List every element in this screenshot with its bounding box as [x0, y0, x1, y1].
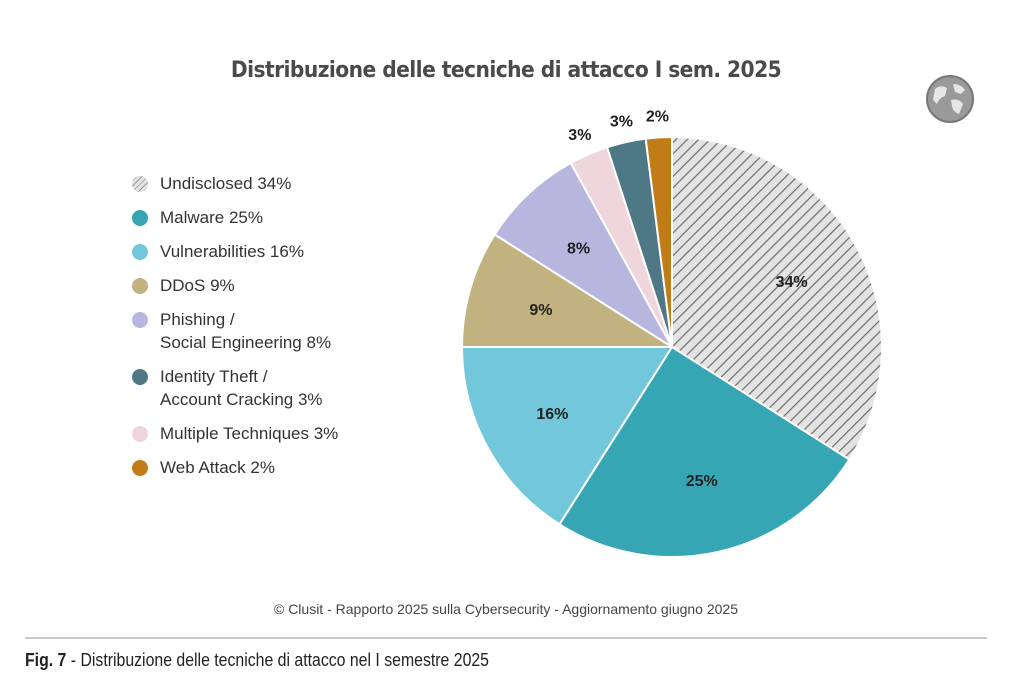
pie-slice	[460, 346, 674, 526]
pie-slice	[558, 345, 851, 558]
legend-item: Identity Theft / Account Cracking 3%	[132, 365, 338, 411]
legend-swatch	[132, 210, 148, 226]
legend-item: Web Attack 2%	[132, 456, 338, 479]
legend-swatch	[132, 278, 148, 294]
slice-data-label: 8%	[567, 240, 590, 257]
chart-legend: Undisclosed 34% Malware 25% Vulnerabilitie…	[132, 172, 338, 490]
slice-data-label: 9%	[529, 302, 552, 319]
legend-label: Identity Theft / Account Cracking 3%	[160, 367, 323, 409]
legend-label: Malware 25%	[160, 208, 263, 227]
legend-label: Phishing / Social Engineering 8%	[160, 310, 332, 352]
legend-item: DDoS 9%	[132, 274, 338, 297]
pie-slice	[460, 233, 676, 348]
pie-slice	[493, 161, 673, 348]
legend-swatch	[132, 369, 148, 385]
legend-label: Vulnerabilities 16%	[160, 242, 304, 261]
globe-icon	[926, 75, 974, 123]
slice-data-label: 25%	[686, 473, 718, 490]
legend-item: Undisclosed 34%	[132, 172, 338, 195]
chart-credit: © Clusit - Rapporto 2025 sulla Cybersecu…	[273, 601, 739, 617]
slice-data-label: 2%	[646, 108, 669, 125]
legend-swatch	[132, 244, 148, 260]
pie-slice	[671, 135, 883, 461]
slice-data-label: 3%	[568, 127, 591, 144]
figure-caption-text: - Distribuzione delle tecniche di attacc…	[66, 650, 490, 670]
legend-label: Web Attack 2%	[160, 458, 275, 477]
legend-label: Undisclosed 34%	[160, 174, 292, 193]
slice-data-label: 16%	[536, 406, 568, 423]
divider	[25, 637, 987, 639]
legend-label: Multiple Techniques 3%	[160, 424, 339, 443]
legend-label: DDoS 9%	[160, 276, 235, 295]
legend-item: Malware 25%	[132, 206, 338, 229]
legend-item: Vulnerabilities 16%	[132, 240, 338, 263]
legend-item: Multiple Techniques 3%	[132, 422, 338, 445]
slice-data-label: 34%	[776, 274, 808, 291]
figure-number: Fig. 7	[25, 650, 67, 670]
legend-item: Phishing / Social Engineering 8%	[132, 308, 338, 354]
legend-swatch	[132, 426, 148, 442]
legend-swatch	[132, 176, 148, 192]
chart-title: Distribuzione delle tecniche di attacco …	[230, 58, 782, 83]
figure-caption: Fig. 7 - Distribuzione delle tecniche di…	[25, 650, 489, 671]
pie-slice	[644, 135, 673, 348]
legend-swatch	[132, 460, 148, 476]
slice-data-label: 3%	[610, 114, 633, 131]
legend-swatch	[132, 312, 148, 328]
